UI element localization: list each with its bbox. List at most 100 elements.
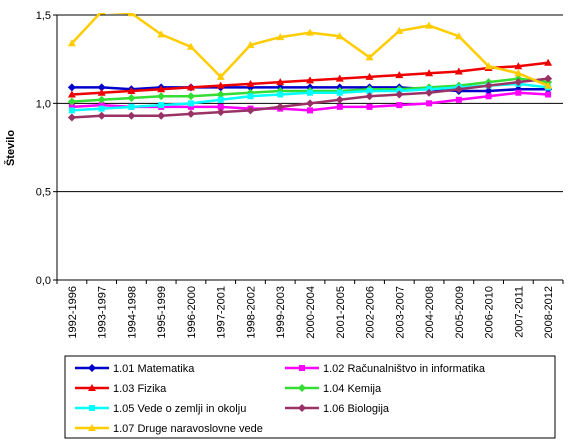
marker	[276, 33, 285, 41]
marker	[395, 90, 404, 99]
x-tick-label: 1994-1998	[126, 286, 138, 339]
marker	[426, 100, 433, 107]
marker	[335, 95, 344, 104]
marker	[335, 74, 344, 82]
x-tick-label: 1999-2003	[275, 286, 287, 339]
plot-area	[57, 15, 563, 280]
marker	[276, 78, 285, 86]
marker	[67, 83, 76, 92]
marker	[89, 405, 95, 411]
marker	[514, 62, 523, 70]
marker	[396, 102, 403, 109]
marker	[336, 103, 343, 110]
marker	[425, 69, 434, 77]
marker	[306, 76, 314, 84]
marker	[276, 102, 285, 111]
marker	[186, 42, 195, 50]
marker	[515, 89, 522, 96]
marker	[157, 111, 166, 120]
x-tick-label: 1997-2001	[216, 286, 228, 339]
x-tick-label: 2008-2012	[543, 286, 555, 339]
marker	[216, 72, 225, 80]
marker	[186, 109, 195, 118]
marker	[88, 424, 96, 431]
marker	[67, 90, 76, 98]
marker	[307, 89, 313, 96]
x-tick-label: 2007-2011	[513, 286, 525, 338]
marker	[544, 58, 553, 66]
x-tick-label: 2003-2007	[394, 286, 406, 339]
marker	[88, 384, 96, 391]
marker	[97, 88, 106, 96]
marker	[365, 72, 374, 80]
marker	[127, 111, 136, 120]
marker	[216, 90, 225, 99]
marker	[186, 92, 195, 101]
x-tick-label: 1995-1999	[156, 286, 168, 339]
marker	[97, 111, 106, 120]
marker	[97, 95, 106, 104]
marker	[425, 21, 434, 29]
legend-label: 1.04 Kemija	[323, 383, 382, 395]
legend-label: 1.05 Vede o zemlji in okolju	[113, 403, 246, 415]
legend-label: 1.03 Fizika	[113, 383, 167, 395]
x-tick-label: 1993-1997	[97, 286, 109, 339]
legend-label: 1.01 Matematika	[113, 363, 195, 375]
marker	[247, 93, 254, 100]
marker	[68, 107, 75, 114]
x-tick-label: 2005-2009	[454, 286, 466, 339]
x-tick-label: 2000-2004	[305, 286, 317, 339]
marker	[484, 81, 493, 90]
marker	[127, 86, 136, 94]
plot-series	[67, 13, 553, 122]
marker	[216, 81, 225, 89]
marker	[335, 32, 344, 40]
y-tick-label: 0,5	[36, 187, 51, 199]
marker	[395, 26, 404, 34]
marker	[454, 85, 463, 94]
marker	[365, 53, 374, 61]
x-tick-label: 1996-2000	[186, 286, 198, 339]
marker	[97, 13, 106, 15]
marker	[307, 107, 313, 114]
marker	[514, 78, 523, 87]
marker	[97, 83, 106, 92]
marker	[246, 106, 255, 115]
marker	[298, 404, 306, 412]
marker	[187, 100, 194, 107]
legend-box	[64, 355, 556, 439]
x-tick-label: 1992-1996	[67, 286, 79, 339]
marker	[98, 102, 105, 109]
y-tick-label: 1,0	[36, 98, 51, 110]
marker	[425, 88, 434, 97]
y-axis-title: Število	[4, 130, 17, 166]
marker	[544, 81, 553, 89]
marker	[98, 105, 105, 112]
x-tick-label: 2001-2005	[335, 286, 347, 339]
y-tick-label: 1,5	[36, 10, 51, 22]
marker	[306, 99, 314, 108]
marker	[545, 91, 552, 98]
marker	[454, 67, 463, 75]
marker	[455, 96, 462, 103]
legend-label: 1.07 Druge naravoslovne vede	[113, 423, 263, 435]
marker	[485, 93, 492, 100]
marker	[298, 384, 306, 392]
marker	[484, 62, 493, 70]
marker	[454, 32, 463, 40]
marker	[246, 41, 255, 49]
marker	[128, 103, 135, 110]
marker	[67, 39, 76, 47]
marker	[67, 113, 76, 122]
marker	[67, 97, 76, 106]
marker	[484, 86, 493, 95]
marker	[299, 365, 305, 371]
legend-label: 1.02 Računalništvo in informatika	[323, 363, 486, 375]
marker	[514, 69, 523, 77]
x-tick-label: 2004-2008	[424, 286, 436, 339]
marker	[216, 108, 225, 117]
marker	[68, 103, 75, 110]
marker	[277, 91, 284, 98]
marker	[157, 92, 166, 101]
